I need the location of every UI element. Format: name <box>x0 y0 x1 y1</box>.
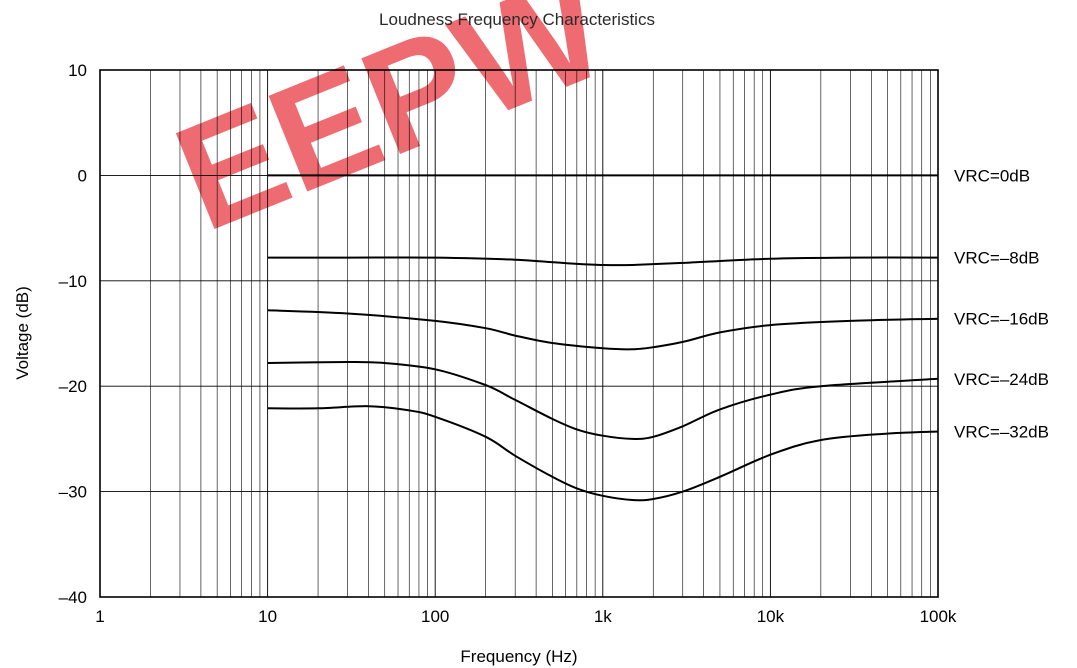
x-tick-label: 1 <box>95 607 104 626</box>
y-tick-label: 10 <box>68 61 87 80</box>
x-tick-label: 10 <box>258 607 277 626</box>
plot-frame <box>99 69 939 598</box>
watermark-logo: EEPW <box>154 0 627 262</box>
y-tick-label: –40 <box>59 588 87 607</box>
series-label: VRC=–16dB <box>954 310 1049 329</box>
x-tick-label: 10k <box>757 607 785 626</box>
watermark: EEPW <box>154 0 627 262</box>
series-line <box>267 405 939 502</box>
series-lines <box>267 174 939 502</box>
y-tick-label: –10 <box>59 272 87 291</box>
series-line <box>267 256 939 267</box>
series-labels: VRC=0dB VRC=–8dB VRC=–16dB VRC=–24dB VRC=–32… <box>954 166 1049 441</box>
y-tick-label: –30 <box>59 483 87 502</box>
x-tick-label: 100 <box>421 607 449 626</box>
chart-title: Loudness Frequency Characteristics <box>379 10 655 29</box>
series-line <box>267 309 939 351</box>
y-tick-labels: 10 0 –10 –20 –30 –40 <box>59 61 87 607</box>
x-tick-label: 1k <box>594 607 612 626</box>
x-tick-labels: 1 10 100 1k 10k 100k <box>95 607 957 626</box>
y-axis-label: Voltage (dB) <box>13 286 32 380</box>
series-label: VRC=–24dB <box>954 370 1049 389</box>
y-tick-label: –20 <box>59 377 87 396</box>
series-line <box>267 360 939 440</box>
x-tick-label: 100k <box>920 607 957 626</box>
series-label: VRC=0dB <box>954 166 1030 185</box>
x-axis-label: Frequency (Hz) <box>460 647 577 666</box>
y-tick-label: 0 <box>78 166 87 185</box>
series-label: VRC=–32dB <box>954 423 1049 442</box>
series-label: VRC=–8dB <box>954 249 1040 268</box>
